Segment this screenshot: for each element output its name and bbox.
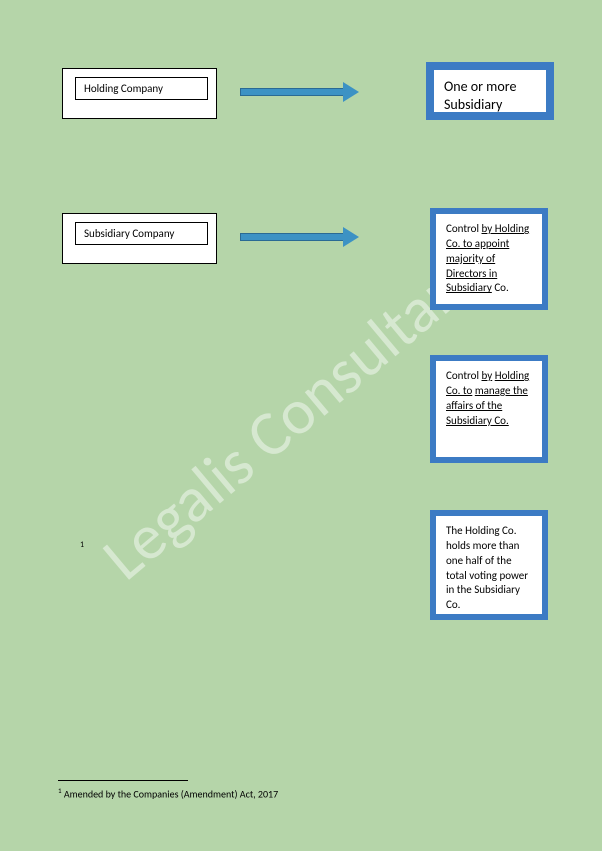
footnote-sup: 1 [58, 786, 62, 795]
footnote-separator [58, 780, 188, 781]
arrow-subsidiary-to-control [240, 227, 359, 247]
holding-company-label: Holding Company [75, 77, 208, 100]
footnote-marker: 1 [80, 540, 84, 550]
subsidiary-company-box: Subsidiary Company [62, 213, 217, 264]
footnote-body: Amended by the Companies (Amendment) Act… [64, 787, 278, 800]
subsidiary-company-label: Subsidiary Company [75, 222, 208, 245]
footnote-text: 1 Amended by the Companies (Amendment) A… [58, 786, 278, 800]
right-box-one-or-more: One or more Subsidiary [426, 62, 554, 120]
holding-company-box: Holding Company [62, 68, 217, 119]
right-box-voting-power: The Holding Co. holds more than one half… [430, 510, 548, 620]
right-box-control-appoint: Control by Holding Co. to appoint majori… [430, 208, 548, 310]
arrow-holding-to-subsidiary [240, 82, 359, 102]
right-box-control-manage: Control by Holding Co. to manage the aff… [430, 355, 548, 463]
